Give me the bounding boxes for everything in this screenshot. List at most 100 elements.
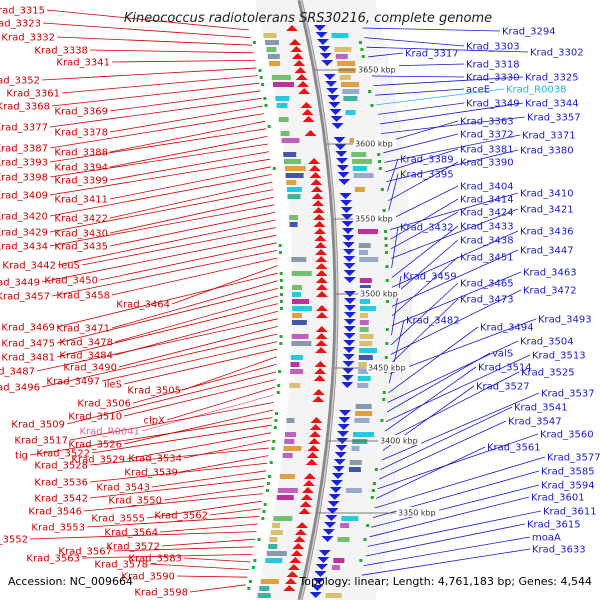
left-gene-label: Krad_3496 bbox=[0, 383, 40, 394]
outer-marker bbox=[272, 167, 276, 170]
right-label-connector bbox=[389, 318, 537, 374]
right-gene-label: Krad_3371 bbox=[522, 131, 576, 142]
reverse-gene-arrow bbox=[299, 501, 312, 507]
reverse-annotation-block bbox=[291, 299, 309, 304]
reverse-gene-arrow bbox=[290, 550, 303, 556]
left-label-connector bbox=[141, 394, 275, 432]
left-label-connector bbox=[49, 174, 272, 217]
outer-marker bbox=[279, 272, 283, 275]
reverse-gene-arrow bbox=[285, 25, 298, 31]
reverse-annotation-block bbox=[289, 222, 298, 227]
right-gene-label: Krad_3459 bbox=[403, 272, 457, 283]
forward-annotation-block bbox=[345, 110, 356, 115]
right-gene-label: Krad_3494 bbox=[480, 323, 534, 334]
forward-gene-arrow bbox=[317, 557, 330, 563]
forward-gene-arrow bbox=[343, 270, 356, 276]
right-label-connector bbox=[390, 282, 459, 346]
left-gene-label: Krad_3458 bbox=[56, 291, 110, 302]
outer-marker bbox=[267, 475, 271, 478]
right-label-connector bbox=[366, 46, 529, 53]
left-label-connector bbox=[56, 272, 278, 328]
outer-marker bbox=[366, 524, 370, 527]
right-gene-label: Krad_3547 bbox=[508, 417, 562, 428]
reverse-gene-arrow bbox=[309, 424, 322, 430]
reverse-annotation-block bbox=[266, 551, 287, 556]
scale-tick-label-bg bbox=[397, 507, 439, 517]
left-gene-label: Krad_3420 bbox=[0, 212, 48, 223]
left-gene-label: Krad_3542 bbox=[34, 494, 88, 505]
left-label-connector bbox=[86, 516, 260, 528]
reverse-annotation-block bbox=[291, 320, 307, 325]
right-label-connector bbox=[361, 548, 531, 576]
right-label-connector bbox=[368, 52, 404, 58]
left-label-connector bbox=[109, 90, 261, 112]
left-label-connector bbox=[176, 575, 248, 578]
left-gene-label: ileS bbox=[104, 380, 122, 391]
forward-annotation-block bbox=[359, 327, 369, 332]
right-label-connector bbox=[387, 340, 519, 403]
outer-marker bbox=[385, 265, 389, 268]
reverse-gene-arrow bbox=[294, 67, 307, 73]
left-gene-label: Krad_3546 bbox=[28, 507, 82, 518]
right-label-connector bbox=[376, 88, 505, 106]
right-label-connector bbox=[391, 239, 459, 298]
forward-annotation-block bbox=[337, 537, 350, 542]
outer-marker bbox=[358, 41, 362, 44]
right-label-connector bbox=[390, 289, 522, 355]
forward-gene-arrow bbox=[327, 95, 340, 101]
reverse-annotation-block bbox=[270, 530, 283, 535]
left-gene-label: Krad_3475 bbox=[1, 339, 55, 350]
right-gene-label: Krad_3561 bbox=[487, 443, 541, 454]
forward-annotation-block bbox=[359, 299, 370, 304]
forward-gene-arrow bbox=[335, 445, 348, 451]
left-label-connector bbox=[182, 356, 277, 391]
reverse-gene-arrow bbox=[314, 368, 327, 374]
reverse-gene-arrow bbox=[312, 200, 325, 206]
right-label-connector bbox=[386, 158, 399, 192]
left-label-connector bbox=[109, 212, 276, 247]
right-label-connector bbox=[380, 116, 526, 134]
scale-tick-label-bg bbox=[379, 435, 421, 445]
gene-label-layer: Krad_3315Krad_3323Krad_3332Krad_3338Krad… bbox=[0, 6, 600, 599]
outer-marker bbox=[259, 76, 263, 79]
forward-gene-arrow bbox=[340, 200, 353, 206]
right-label-connector bbox=[385, 354, 531, 422]
forward-gene-arrow bbox=[323, 74, 336, 80]
forward-annotation-block bbox=[345, 488, 362, 493]
right-gene-label: Krad_3380 bbox=[520, 146, 574, 157]
left-label-connector bbox=[49, 128, 267, 163]
reverse-annotation-block bbox=[289, 215, 299, 220]
reverse-gene-arrow bbox=[314, 242, 327, 248]
reverse-gene-arrow bbox=[315, 326, 328, 332]
reverse-gene-arrow bbox=[315, 277, 328, 283]
right-gene-label: Krad_3372 bbox=[460, 130, 514, 141]
reverse-annotation-block bbox=[257, 593, 271, 598]
outer-marker bbox=[368, 90, 372, 93]
outer-marker bbox=[360, 48, 364, 51]
reverse-annotation-block bbox=[265, 558, 283, 563]
outer-marker bbox=[277, 384, 281, 387]
right-gene-label: Krad_3585 bbox=[541, 467, 595, 478]
forward-gene-arrow bbox=[343, 319, 356, 325]
left-gene-label: Krad_3509 bbox=[11, 420, 65, 431]
forward-annotation-block bbox=[325, 593, 342, 598]
left-label-connector bbox=[111, 280, 278, 329]
reverse-gene-arrow bbox=[310, 186, 323, 192]
outer-marker bbox=[279, 307, 283, 310]
scale-tick-label-bg bbox=[354, 138, 396, 148]
outer-marker bbox=[378, 167, 382, 170]
left-gene-label: Krad_3378 bbox=[54, 128, 108, 139]
reverse-annotation-block bbox=[267, 54, 280, 59]
left-label-connector bbox=[118, 326, 278, 368]
left-label-connector bbox=[149, 563, 249, 570]
left-gene-label: Krad_3487 bbox=[0, 367, 35, 378]
left-gene-label: Krad_3341 bbox=[56, 58, 110, 69]
forward-annotation-block bbox=[358, 355, 373, 360]
forward-gene-arrow bbox=[341, 221, 354, 227]
reverse-gene-arrow bbox=[295, 74, 308, 80]
reverse-annotation-block bbox=[279, 474, 295, 479]
reverse-gene-arrow bbox=[291, 53, 304, 59]
left-gene-label: Krad_3387 bbox=[0, 144, 48, 155]
left-gene-label: Krad_3332 bbox=[1, 33, 55, 44]
